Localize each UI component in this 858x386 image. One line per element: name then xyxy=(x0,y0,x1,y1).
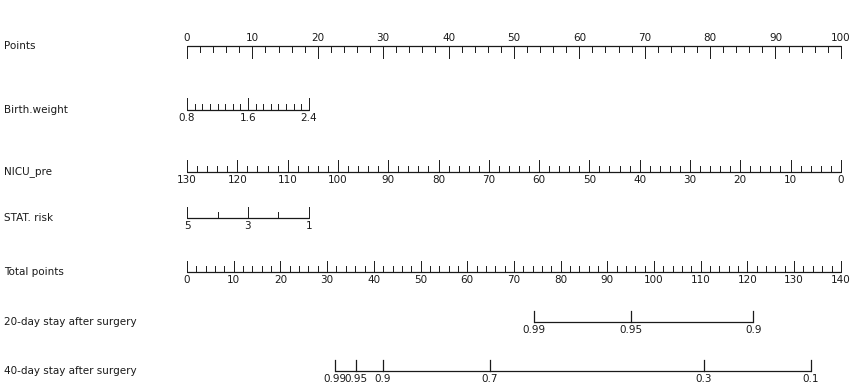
Text: 40-day stay after surgery: 40-day stay after surgery xyxy=(4,366,137,376)
Text: 0.95: 0.95 xyxy=(344,374,367,384)
Text: 60: 60 xyxy=(461,275,474,285)
Text: 2.4: 2.4 xyxy=(300,113,317,123)
Text: 30: 30 xyxy=(321,275,334,285)
Text: 10: 10 xyxy=(246,33,259,43)
Text: 30: 30 xyxy=(377,33,390,43)
Text: 0.8: 0.8 xyxy=(178,113,196,123)
Text: 0.3: 0.3 xyxy=(696,374,712,384)
Text: 80: 80 xyxy=(704,33,716,43)
Text: 20-day stay after surgery: 20-day stay after surgery xyxy=(4,317,137,327)
Text: 20: 20 xyxy=(734,175,746,185)
Text: Total points: Total points xyxy=(4,267,64,277)
Text: 100: 100 xyxy=(831,33,850,43)
Text: 60: 60 xyxy=(573,33,586,43)
Text: 20: 20 xyxy=(311,33,324,43)
Text: 40: 40 xyxy=(442,33,455,43)
Text: 0.9: 0.9 xyxy=(375,374,391,384)
Text: 100: 100 xyxy=(328,175,347,185)
Text: 70: 70 xyxy=(638,33,651,43)
Text: 0.7: 0.7 xyxy=(481,374,498,384)
Text: 0.1: 0.1 xyxy=(802,374,819,384)
Text: 100: 100 xyxy=(644,275,664,285)
Text: 70: 70 xyxy=(482,175,495,185)
Text: 1: 1 xyxy=(305,221,312,231)
Text: 40: 40 xyxy=(633,175,646,185)
Text: NICU_pre: NICU_pre xyxy=(4,166,52,177)
Text: 90: 90 xyxy=(769,33,782,43)
Text: Birth.weight: Birth.weight xyxy=(4,105,68,115)
Text: 130: 130 xyxy=(784,275,804,285)
Text: 0: 0 xyxy=(184,33,190,43)
Text: 0: 0 xyxy=(837,175,844,185)
Text: 5: 5 xyxy=(184,221,190,231)
Text: 80: 80 xyxy=(554,275,567,285)
Text: 0: 0 xyxy=(184,275,190,285)
Text: 0.99: 0.99 xyxy=(323,374,346,384)
Text: 50: 50 xyxy=(507,33,521,43)
Text: 50: 50 xyxy=(583,175,596,185)
Text: 90: 90 xyxy=(601,275,614,285)
Text: 3: 3 xyxy=(245,221,251,231)
Text: 110: 110 xyxy=(278,175,298,185)
Text: 120: 120 xyxy=(227,175,247,185)
Text: 1.6: 1.6 xyxy=(239,113,257,123)
Text: 120: 120 xyxy=(738,275,758,285)
Text: 30: 30 xyxy=(684,175,697,185)
Text: Points: Points xyxy=(4,41,36,51)
Text: 0.95: 0.95 xyxy=(619,325,643,335)
Text: 10: 10 xyxy=(227,275,240,285)
Text: 110: 110 xyxy=(691,275,710,285)
Text: 10: 10 xyxy=(784,175,797,185)
Text: 40: 40 xyxy=(367,275,380,285)
Text: 0.9: 0.9 xyxy=(745,325,762,335)
Text: 50: 50 xyxy=(414,275,427,285)
Text: 60: 60 xyxy=(533,175,546,185)
Text: 70: 70 xyxy=(507,275,521,285)
Text: 140: 140 xyxy=(831,275,851,285)
Text: 0.99: 0.99 xyxy=(523,325,545,335)
Text: 20: 20 xyxy=(274,275,287,285)
Text: 80: 80 xyxy=(432,175,445,185)
Text: 130: 130 xyxy=(177,175,197,185)
Text: STAT. risk: STAT. risk xyxy=(4,213,53,223)
Text: 90: 90 xyxy=(382,175,395,185)
